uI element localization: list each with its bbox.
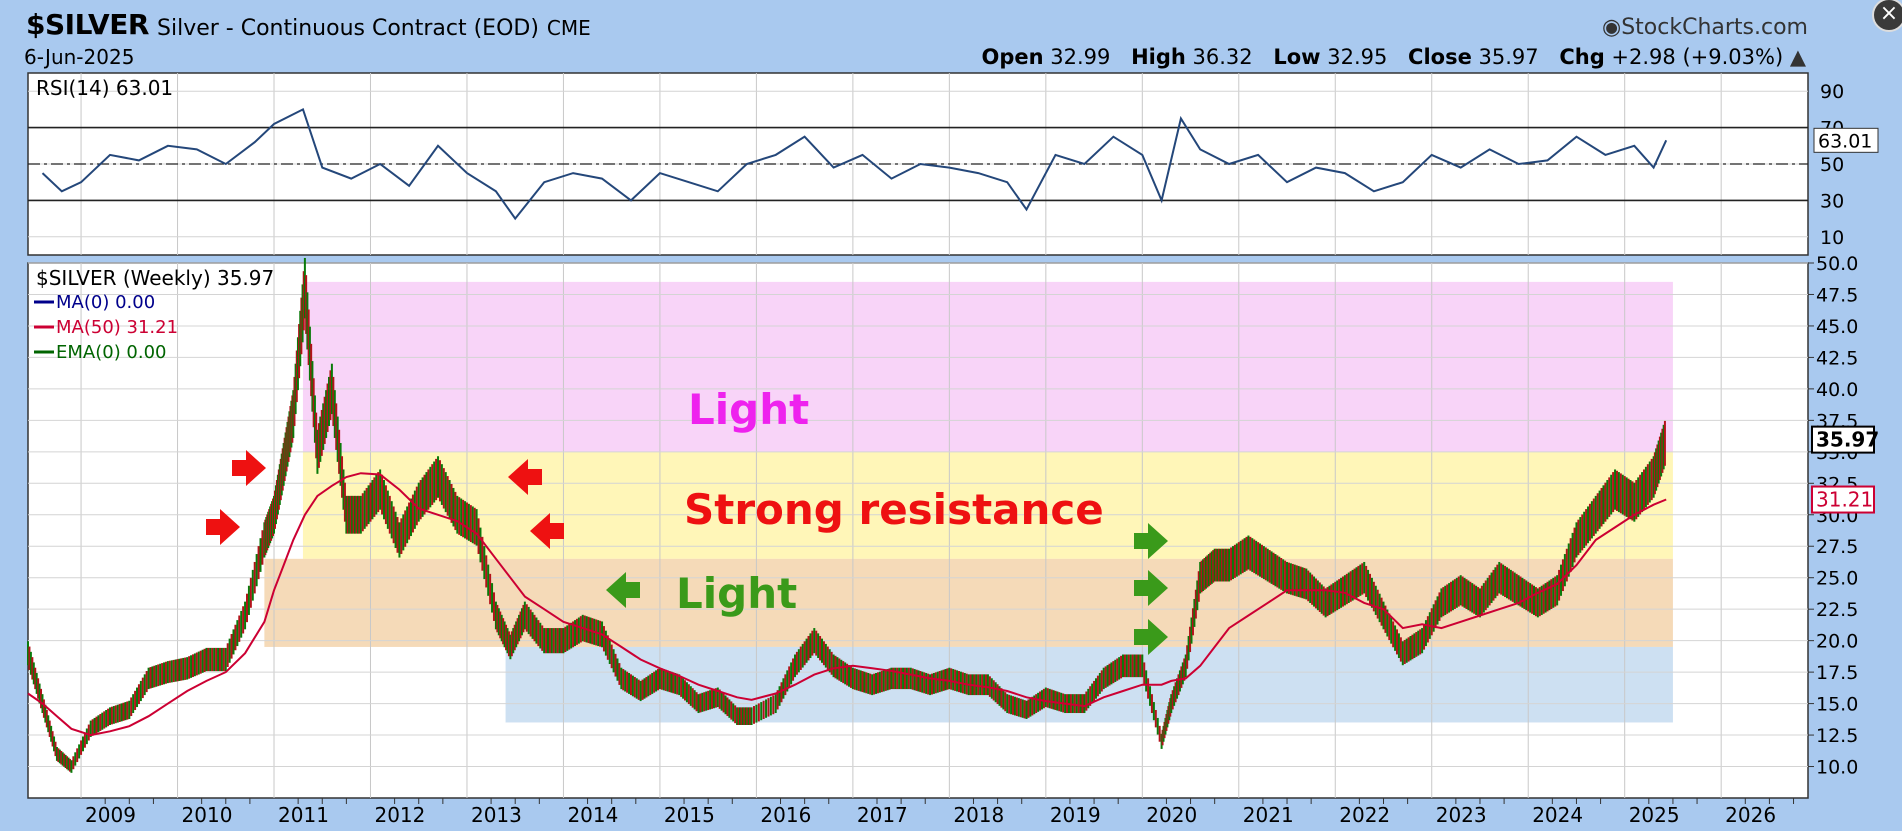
x-tick-label: 2016: [760, 803, 811, 827]
y-tick-label: 15.0: [1816, 694, 1858, 716]
y-tick-label: 40.0: [1816, 379, 1858, 401]
zone-label: Strong resistance: [684, 485, 1104, 534]
x-tick-label: 2013: [471, 803, 522, 827]
zone-label: Light: [676, 569, 797, 618]
y-tick-label: 90: [1820, 81, 1844, 103]
x-tick-label: 2026: [1725, 803, 1776, 827]
legend-label: MA(50) 31.21: [56, 317, 178, 338]
rsi-last-tag: [1813, 127, 1879, 153]
right-arrow-icon: [1134, 523, 1168, 559]
zone-band: [302, 281, 1673, 452]
left-arrow-icon: [606, 572, 640, 608]
y-tick-label: 42.5: [1816, 347, 1858, 369]
y-tick-label: 30: [1820, 190, 1844, 212]
x-tick-label: 2020: [1146, 803, 1197, 827]
x-tick-label: 2011: [278, 803, 329, 827]
brand-label: ◉StockCharts.com: [1602, 15, 1808, 40]
zone-label: Light: [688, 385, 809, 434]
x-tick-label: 2022: [1339, 803, 1390, 827]
x-tick-label: 2017: [857, 803, 908, 827]
right-arrow-icon: [232, 450, 266, 486]
left-arrow-icon: [508, 459, 542, 495]
right-arrow-icon: [206, 509, 240, 545]
left-arrow-icon: [530, 513, 564, 549]
open-label: Open: [981, 45, 1044, 69]
y-tick-label: 22.5: [1816, 599, 1858, 621]
y-tick-label: 10: [1820, 227, 1844, 249]
x-tick-label: 2010: [182, 803, 233, 827]
stockcharts-logo-icon: ◉: [1602, 15, 1622, 40]
legend-label: EMA(0) 0.00: [56, 342, 167, 363]
rsi-line: [41, 107, 1668, 221]
y-tick-label: 20.0: [1816, 631, 1858, 653]
x-tick-label: 2009: [85, 803, 136, 827]
y-tick-label: 12.5: [1816, 725, 1858, 747]
date-label: 6-Jun-2025: [24, 45, 135, 69]
low-label: Low: [1273, 45, 1321, 69]
close-icon[interactable]: ×: [1872, 0, 1902, 32]
symbol-title: $SILVER: [26, 8, 149, 41]
price-title: $SILVER (Weekly) 35.97: [36, 266, 274, 290]
y-tick-label: 10.0: [1816, 757, 1858, 779]
chg-label: Chg: [1559, 45, 1605, 69]
close-value: 35.97: [1478, 45, 1539, 69]
high-label: High: [1131, 45, 1186, 69]
y-tick-label: 17.5: [1816, 662, 1858, 684]
symbol-description: Silver - Continuous Contract (EOD) CME: [157, 16, 591, 41]
up-triangle-icon: ▲: [1789, 45, 1806, 69]
x-tick-label: 2021: [1243, 803, 1294, 827]
chart-header: $SILVER Silver - Continuous Contract (EO…: [0, 0, 1902, 70]
ma50-line: [27, 472, 1667, 737]
last-price-value: 35.97: [1816, 428, 1879, 452]
open-value: 32.99: [1050, 45, 1111, 69]
last-price-tag: [1811, 425, 1875, 454]
y-tick-label: 47.5: [1816, 284, 1858, 306]
y-tick-label: 25.0: [1816, 568, 1858, 590]
rsi-title: RSI(14) 63.01: [36, 76, 173, 100]
y-tick-label: 50: [1820, 154, 1844, 176]
high-value: 36.32: [1192, 45, 1253, 69]
ma-value-label: 31.21: [1816, 488, 1873, 512]
x-tick-label: 2023: [1436, 803, 1487, 827]
x-tick-label: 2024: [1532, 803, 1583, 827]
description-text: Silver - Continuous Contract (EOD): [157, 16, 539, 41]
close-label: Close: [1408, 45, 1472, 69]
x-tick-label: 2015: [664, 803, 715, 827]
rsi-last-value: 63.01: [1818, 130, 1872, 152]
ma-value-tag: [1811, 485, 1875, 514]
low-value: 32.95: [1327, 45, 1388, 69]
right-arrow-icon: [1134, 619, 1168, 655]
ohlc-readout: Open 32.99 High 36.32 Low 32.95 Close 35…: [981, 45, 1806, 69]
right-arrow-icon: [1134, 570, 1168, 606]
x-tick-label: 2014: [567, 803, 618, 827]
x-tick-label: 2025: [1629, 803, 1680, 827]
y-tick-label: 45.0: [1816, 316, 1858, 338]
x-tick-label: 2012: [374, 803, 425, 827]
y-tick-label: 27.5: [1816, 536, 1858, 558]
legend-label: MA(0) 0.00: [56, 292, 155, 313]
y-tick-label: 50.0: [1816, 253, 1858, 275]
chg-value: +2.98 (+9.03%): [1611, 45, 1784, 69]
x-tick-label: 2018: [953, 803, 1004, 827]
brand-text: StockCharts.com: [1621, 15, 1808, 40]
x-tick-label: 2019: [1050, 803, 1101, 827]
exchange-label: CME: [546, 16, 591, 40]
